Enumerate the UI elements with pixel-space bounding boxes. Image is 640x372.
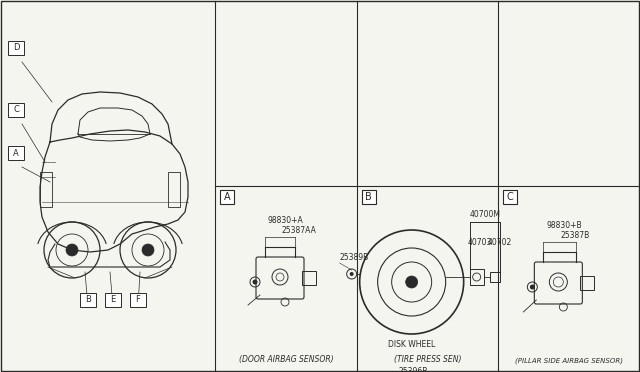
Bar <box>302 271 316 285</box>
Circle shape <box>66 244 78 256</box>
Text: C: C <box>507 192 514 202</box>
Text: (DOOR AIRBAG SENSOR): (DOOR AIRBAG SENSOR) <box>239 355 333 364</box>
Circle shape <box>530 285 535 289</box>
Bar <box>8 103 24 117</box>
Bar <box>470 269 484 285</box>
Text: A: A <box>13 148 19 157</box>
Bar <box>490 272 500 282</box>
Text: 40703: 40703 <box>468 238 492 247</box>
Circle shape <box>406 276 418 288</box>
Text: 25387B: 25387B <box>561 231 589 240</box>
Text: B: B <box>365 192 372 202</box>
Bar <box>8 41 24 55</box>
Bar <box>105 293 121 307</box>
Text: F: F <box>136 295 140 305</box>
Bar <box>580 276 595 290</box>
Text: 98830+A: 98830+A <box>268 216 304 225</box>
Text: 98830+B: 98830+B <box>547 221 582 230</box>
Text: B: B <box>85 295 91 305</box>
Text: C: C <box>13 106 19 115</box>
Bar <box>40 172 52 207</box>
Text: DISK WHEEL: DISK WHEEL <box>388 340 435 349</box>
Text: E: E <box>110 295 116 305</box>
Text: 40702: 40702 <box>488 238 512 247</box>
Circle shape <box>142 244 154 256</box>
Text: (PILLAR SIDE AIRBAG SENSOR): (PILLAR SIDE AIRBAG SENSOR) <box>515 357 623 364</box>
Bar <box>503 190 517 204</box>
Text: 25389B: 25389B <box>340 253 369 262</box>
Bar <box>220 190 234 204</box>
Text: (TIRE PRESS SEN): (TIRE PRESS SEN) <box>394 355 461 364</box>
Bar <box>168 172 180 207</box>
Text: 25396B: 25396B <box>399 367 428 372</box>
Text: A: A <box>224 192 230 202</box>
Circle shape <box>349 272 354 276</box>
Bar <box>8 146 24 160</box>
Bar <box>80 293 96 307</box>
Text: 25387AA: 25387AA <box>282 226 317 235</box>
Bar <box>362 190 376 204</box>
Circle shape <box>253 279 257 285</box>
Text: 40700M: 40700M <box>469 210 500 219</box>
Bar <box>130 293 146 307</box>
Text: D: D <box>13 44 19 52</box>
